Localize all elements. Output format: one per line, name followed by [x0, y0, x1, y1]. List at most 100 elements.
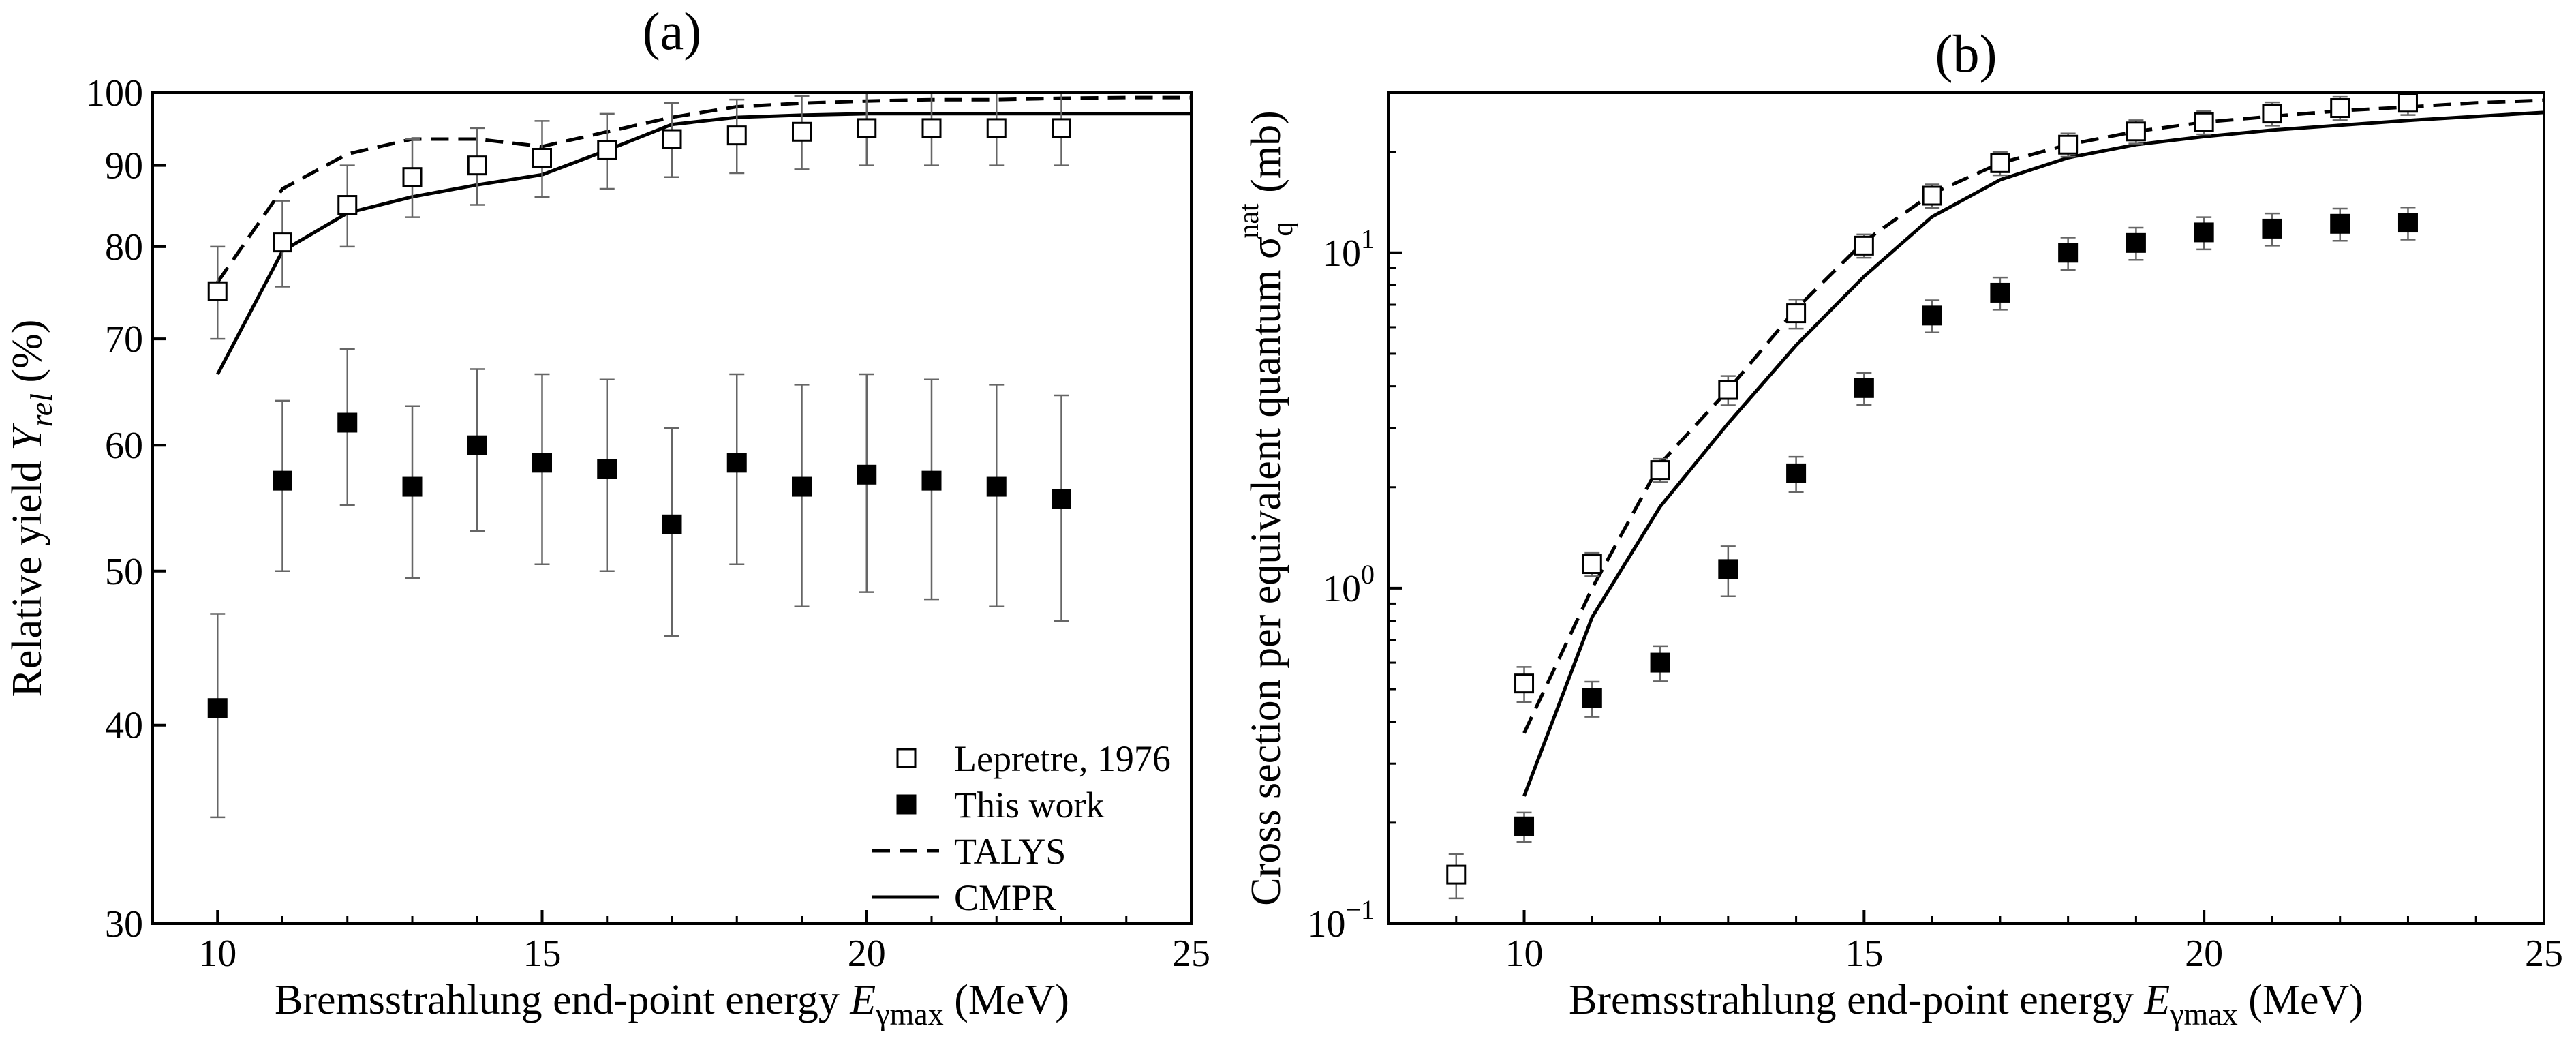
panel-a-this-work-point — [921, 470, 942, 491]
panel-b-y-axis-label: Cross section per equivalent quantum σqn… — [1233, 110, 1299, 906]
panel-a-this-work-point — [726, 453, 747, 473]
panel-a-x-axis-label-sub: γmax — [875, 997, 944, 1031]
panel-b-lepretre-1976-point — [2330, 98, 2350, 119]
panel-a-x-tick-label: 25 — [1172, 933, 1210, 975]
panel-b-series-cmpr-line — [1522, 110, 2545, 797]
panel-a-x-tick-label: 10 — [198, 933, 236, 975]
panel-a-x-tick-label: 15 — [523, 933, 562, 975]
panel-b-x-axis-label-text: Bremsstrahlung end-point energy — [1569, 977, 2144, 1023]
panel-a-lepretre-1976-point — [402, 167, 423, 187]
panel-b-lepretre-1976-point — [1786, 303, 1807, 324]
panel-b-lepretre-1976-point — [1650, 460, 1670, 481]
legend-label: CMPR — [954, 877, 1056, 918]
panel-a-x-axis-label-var: E — [849, 977, 876, 1023]
panel-b-y-tick-label: 10−1 — [1307, 894, 1375, 945]
panel-a-lepretre-1976-point — [662, 129, 682, 149]
panel-a-series-cmpr-line — [216, 112, 1191, 376]
panel-a-lepretre-1976-point — [273, 232, 292, 253]
panel-b-x-axis-label: Bremsstrahlung end-point energy Eγmax (M… — [1569, 977, 2363, 1031]
panel-b-x-tick-label: 15 — [1845, 933, 1883, 975]
panel-b-x-tick-label: 20 — [2185, 933, 2223, 975]
panel-a-x-axis-label-text: Bremsstrahlung end-point energy — [275, 977, 850, 1023]
panel-a-y-tick-label: 40 — [105, 705, 143, 747]
legend-label: TALYS — [954, 831, 1066, 872]
panel-b-this-work-point — [1582, 688, 1602, 708]
legend-label: This work — [954, 785, 1104, 826]
panel-a-y-tick-label: 90 — [105, 145, 143, 187]
panel-a-lepretre-1976-point — [726, 125, 747, 146]
panel-b-y-axis-label-unit: (mb) — [1243, 110, 1289, 203]
legend-label: Lepretre, 1976 — [954, 738, 1171, 779]
panel-b-this-work-point — [1854, 378, 1874, 398]
panel-a-lepretre-1976-point — [921, 118, 942, 138]
panel-b-lepretre-1976-point — [2194, 112, 2214, 132]
panel-b-this-work-point — [2058, 243, 2079, 263]
panel-b-plot-area — [1446, 91, 2545, 900]
panel-a-ticks: 10 15 20 25 30 40 50 60 70 80 90 100 — [86, 72, 1210, 975]
panel-b-y-tick-label-base: 10 — [1323, 232, 1361, 275]
panel-b-lepretre-1976-point — [1922, 185, 1942, 206]
panel-a-lepretre-1976-point — [337, 195, 358, 215]
panel-a-y-tick-label: 70 — [105, 318, 143, 361]
panel-b-lepretre-1976-point — [1514, 673, 1535, 694]
panel-b-this-work-point — [2397, 213, 2418, 233]
panel-b-this-work-point — [2126, 232, 2146, 253]
panel-b-y-tick-label-exp: 1 — [1361, 224, 1375, 254]
panel-b-this-work-point — [1650, 652, 1670, 673]
panel-a-y-tick-label: 30 — [105, 903, 143, 945]
panel-a-x-tick-label: 20 — [848, 933, 886, 975]
panel-a-lepretre-1976-point — [986, 118, 1007, 138]
panel-b-this-work-point — [2262, 218, 2282, 239]
panel-a-lepretre-1976-point — [857, 118, 877, 138]
panel-a-x-axis-label-unit: (MeV) — [944, 977, 1069, 1023]
panel-b-lepretre-1976-point — [1854, 235, 1874, 256]
panel-b-series-talys-line — [1522, 98, 2545, 734]
panel-a-y-axis-label: Relative yield Yrel (%) — [4, 320, 59, 697]
panel-a-y-tick-label: 100 — [86, 72, 143, 115]
panel-b-this-work-point — [1922, 305, 1942, 326]
panel-b-y-tick-label: 101 — [1323, 224, 1375, 275]
panel-a-lepretre-1976-point — [792, 121, 812, 142]
panel-b-y-tick-label: 100 — [1323, 559, 1375, 610]
panel-b-lepretre-1976-point — [1582, 554, 1602, 575]
panel-b-lepretre-1976-point — [2262, 104, 2282, 124]
panel-b-y-axis-label-sup: nat — [1233, 203, 1265, 239]
panel-a-this-work-point — [986, 476, 1007, 497]
panel-a-plot-area — [207, 91, 1191, 819]
panel-b-x-axis-label-sub: γmax — [2169, 997, 2238, 1031]
panel-a-y-tick-label: 50 — [105, 551, 143, 593]
panel-b-y-tick-label-base: 10 — [1323, 568, 1361, 610]
panel-a-lepretre-1976-point — [207, 281, 228, 301]
panel-a-this-work-point — [662, 514, 682, 534]
panel-b-this-work-point — [1990, 282, 2010, 303]
panel-b-x-axis-label-var: E — [2143, 977, 2170, 1023]
panel-b-this-work-point — [2194, 222, 2214, 243]
panel-a-this-work-point — [597, 459, 617, 479]
panel-b-y-tick-label-exp: 0 — [1361, 559, 1375, 590]
panel-b-this-work-point — [1718, 559, 1738, 579]
panel-a-lepretre-1976-point — [1052, 118, 1071, 138]
panel-a-label: (a) — [643, 1, 702, 61]
panel-a-lepretre-1976-point — [532, 147, 552, 168]
panel-b-this-work-point — [1514, 816, 1535, 836]
panel-b-lepretre-1976-point — [2058, 134, 2079, 155]
panel-a-legend: Lepretre, 1976 This work TALYS CMPR — [872, 738, 1171, 918]
panel-b-y-tick-label-exp: −1 — [1345, 894, 1375, 925]
panel-b-x-tick-label: 25 — [2525, 933, 2563, 975]
panel-b-label: (b) — [1935, 24, 1997, 83]
panel-b-lepretre-1976-point — [2397, 93, 2418, 113]
panel-b-lepretre-1976-point — [1446, 864, 1467, 885]
panel-b-y-axis-label-sub: q — [1268, 222, 1299, 237]
panel-a-this-work-point — [792, 476, 812, 497]
panel-a-this-work-point — [857, 464, 877, 485]
panel-a-this-work-point — [467, 435, 487, 455]
panel-a-this-work-point — [337, 412, 358, 433]
panel-a-y-axis-label-unit: (%) — [4, 320, 50, 393]
panel-a-y-axis-label-text: Relative yield — [4, 451, 50, 697]
panel-a-this-work-point — [532, 453, 552, 473]
panel-b-this-work-point — [2330, 213, 2350, 234]
panel-a-y-tick-label: 80 — [105, 226, 143, 269]
